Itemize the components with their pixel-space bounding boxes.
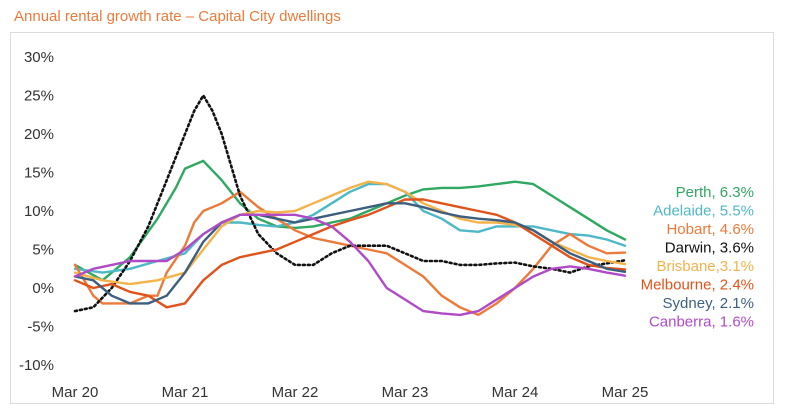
legend-entry-perth: Perth, 6.3% (676, 184, 754, 201)
series-line-brisbane (73, 180, 627, 286)
legend: Perth, 6.3% Adelaide, 5.5%Hobart, 4.6% Dar… (641, 184, 754, 331)
x-tick-label: Mar 20 (52, 384, 99, 401)
legend-entry-brisbane: Brisbane,3.1% (656, 258, 754, 275)
chart-frame (10, 32, 774, 404)
legend-entry-melbourne: Melbourne, 2.4% (641, 277, 754, 294)
series-lines (73, 94, 627, 317)
y-tick-label: 5% (32, 242, 54, 259)
y-tick-label: -5% (27, 319, 54, 336)
y-tick-label: 25% (24, 88, 54, 105)
x-tick-label: Mar 22 (272, 384, 319, 401)
y-tick-label: 30% (24, 49, 54, 66)
series-line-perth (73, 159, 627, 282)
x-tick-label: Mar 25 (602, 384, 649, 401)
y-tick-label: -10% (19, 357, 54, 374)
x-tick-label: Mar 24 (492, 384, 539, 401)
y-axis: 30% 25% 20% 15% 10% 5% 0% -5% -10% (19, 49, 54, 374)
legend-entry-canberra: Canberra, 1.6% (649, 314, 754, 331)
series-line-canberra (73, 213, 627, 317)
chart-title: Annual rental growth rate – Capital City… (14, 8, 341, 25)
legend-entry-sydney: Sydney, 2.1% (663, 295, 754, 312)
legend-entry-darwin: Darwin, 3.6% (665, 240, 754, 257)
y-tick-label: 10% (24, 203, 54, 220)
x-axis: Mar 20 Mar 21 Mar 22 Mar 23 Mar 24 Mar 25 (52, 384, 649, 401)
series-line-adelaide (73, 182, 627, 274)
y-tick-label: 0% (32, 280, 54, 297)
x-tick-label: Mar 23 (382, 384, 429, 401)
y-tick-label: 15% (24, 165, 54, 182)
series-line-darwin (73, 94, 627, 313)
x-tick-label: Mar 21 (162, 384, 209, 401)
series-line-sydney (73, 202, 627, 305)
y-tick-label: 20% (24, 126, 54, 143)
series-line-melbourne (73, 198, 627, 309)
legend-entry-hobart: Hobart, 4.6% (666, 221, 754, 238)
legend-entry-adelaide: Adelaide, 5.5% (653, 203, 754, 220)
